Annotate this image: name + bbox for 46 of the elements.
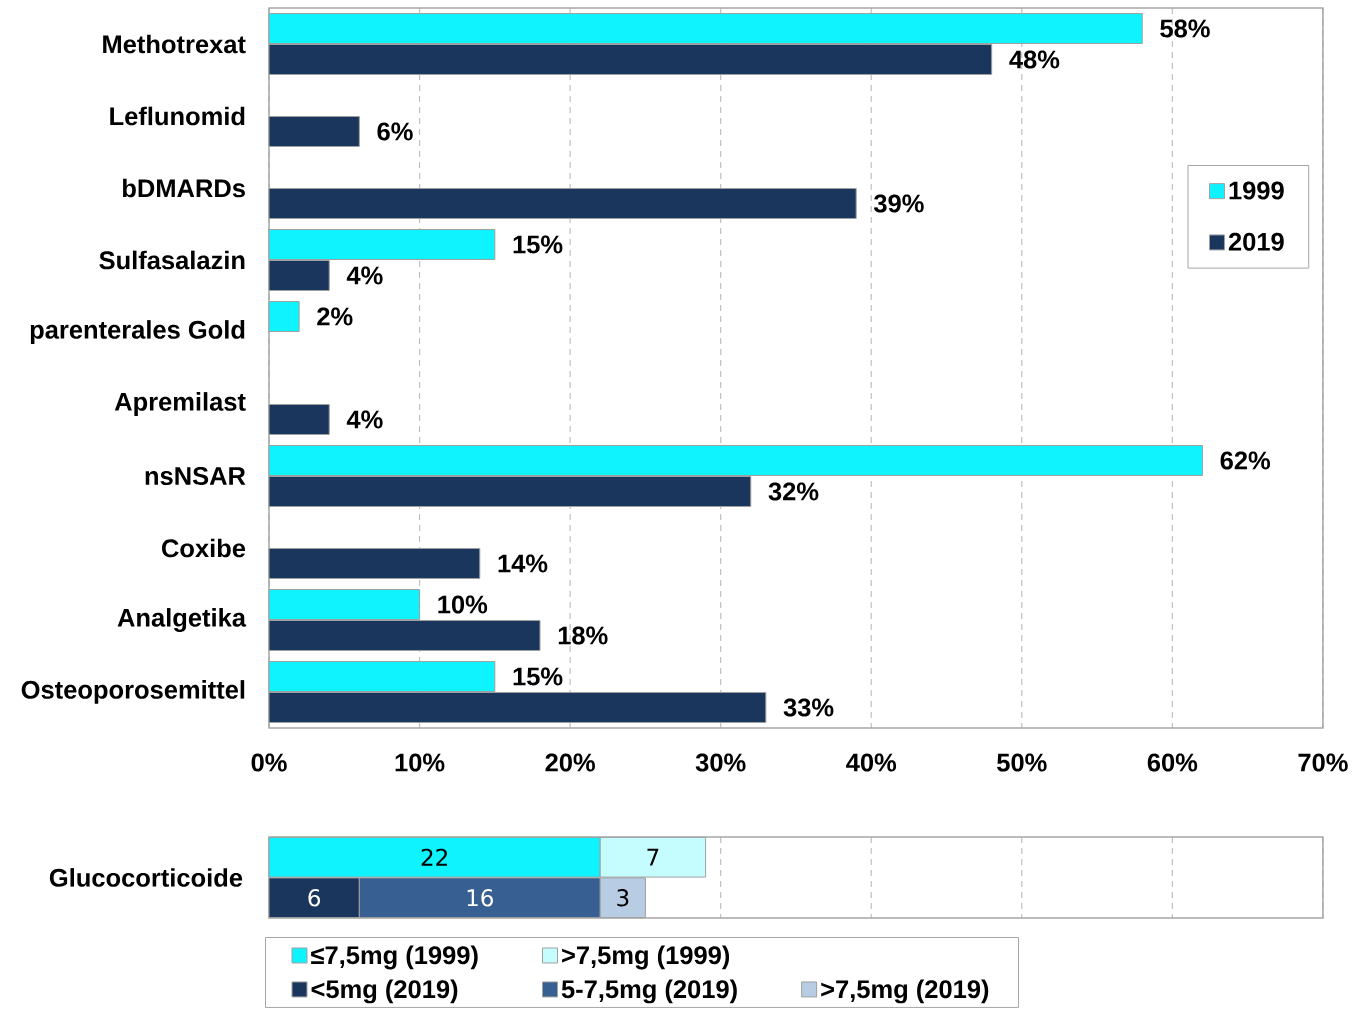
data-label: 39% (873, 194, 924, 213)
y-tick-label: parenterales Gold (30, 320, 245, 344)
y-tick-label: Sulfasalazin (99, 250, 245, 270)
legend-label: >7,5mg (1999) (562, 945, 730, 970)
legend-label: 2019 (1228, 232, 1284, 251)
data-label: 3 (617, 889, 629, 907)
x-tick-label: 60% (1147, 753, 1198, 772)
data-label: 10% (438, 595, 488, 614)
y-tick-label: Coxibe (162, 538, 246, 558)
legend-label: ≤7,5mg (1999) (311, 945, 478, 970)
data-label: 6 (308, 889, 321, 907)
data-label: 2% (317, 307, 353, 326)
data-label: 58% (1160, 19, 1210, 38)
data-label: 15% (513, 667, 563, 686)
data-label: 48% (1009, 50, 1060, 69)
x-tick-label: 30% (695, 753, 746, 772)
x-tick-label: 70% (1298, 753, 1348, 772)
legend-label: 1999 (1229, 181, 1284, 200)
data-label: 15% (513, 235, 563, 254)
data-label: 4% (346, 410, 383, 429)
data-label: 7 (647, 848, 659, 866)
x-tick-label: 20% (545, 753, 595, 772)
y-tick-label: Methotrexat (103, 34, 246, 54)
data-label: 32% (768, 482, 819, 501)
data-label: 33% (783, 698, 834, 717)
data-label: 22 (421, 848, 447, 866)
data-label: 62% (1220, 451, 1271, 470)
data-label: 18% (558, 626, 608, 645)
data-label: 14% (498, 554, 548, 573)
x-tick-label: 0% (251, 753, 287, 772)
legend-label: 5-7,5mg (2019) (561, 979, 737, 1004)
data-label: 4% (346, 266, 383, 285)
legend-label: <5mg (2019) (311, 979, 458, 1004)
y-tick-label: Analgetika (117, 608, 247, 632)
data-label: 6% (377, 122, 413, 141)
x-tick-label: 50% (997, 753, 1047, 772)
y-tick-label: nsNSAR (145, 466, 246, 486)
x-tick-label: 40% (846, 753, 897, 772)
y-tick-label: Osteoporosemittel (21, 680, 245, 704)
x-tick-label: 10% (395, 753, 445, 772)
y-tick-label: Apremilast (114, 392, 246, 416)
data-label: 16 (467, 889, 493, 907)
legend-label: >7,5mg (2019) (821, 979, 989, 1004)
y-tick-label: Leflunomid (110, 106, 245, 126)
y-tick-label: bDMARDs (122, 178, 245, 198)
y-axis-title: Glucocorticoide (49, 868, 243, 887)
